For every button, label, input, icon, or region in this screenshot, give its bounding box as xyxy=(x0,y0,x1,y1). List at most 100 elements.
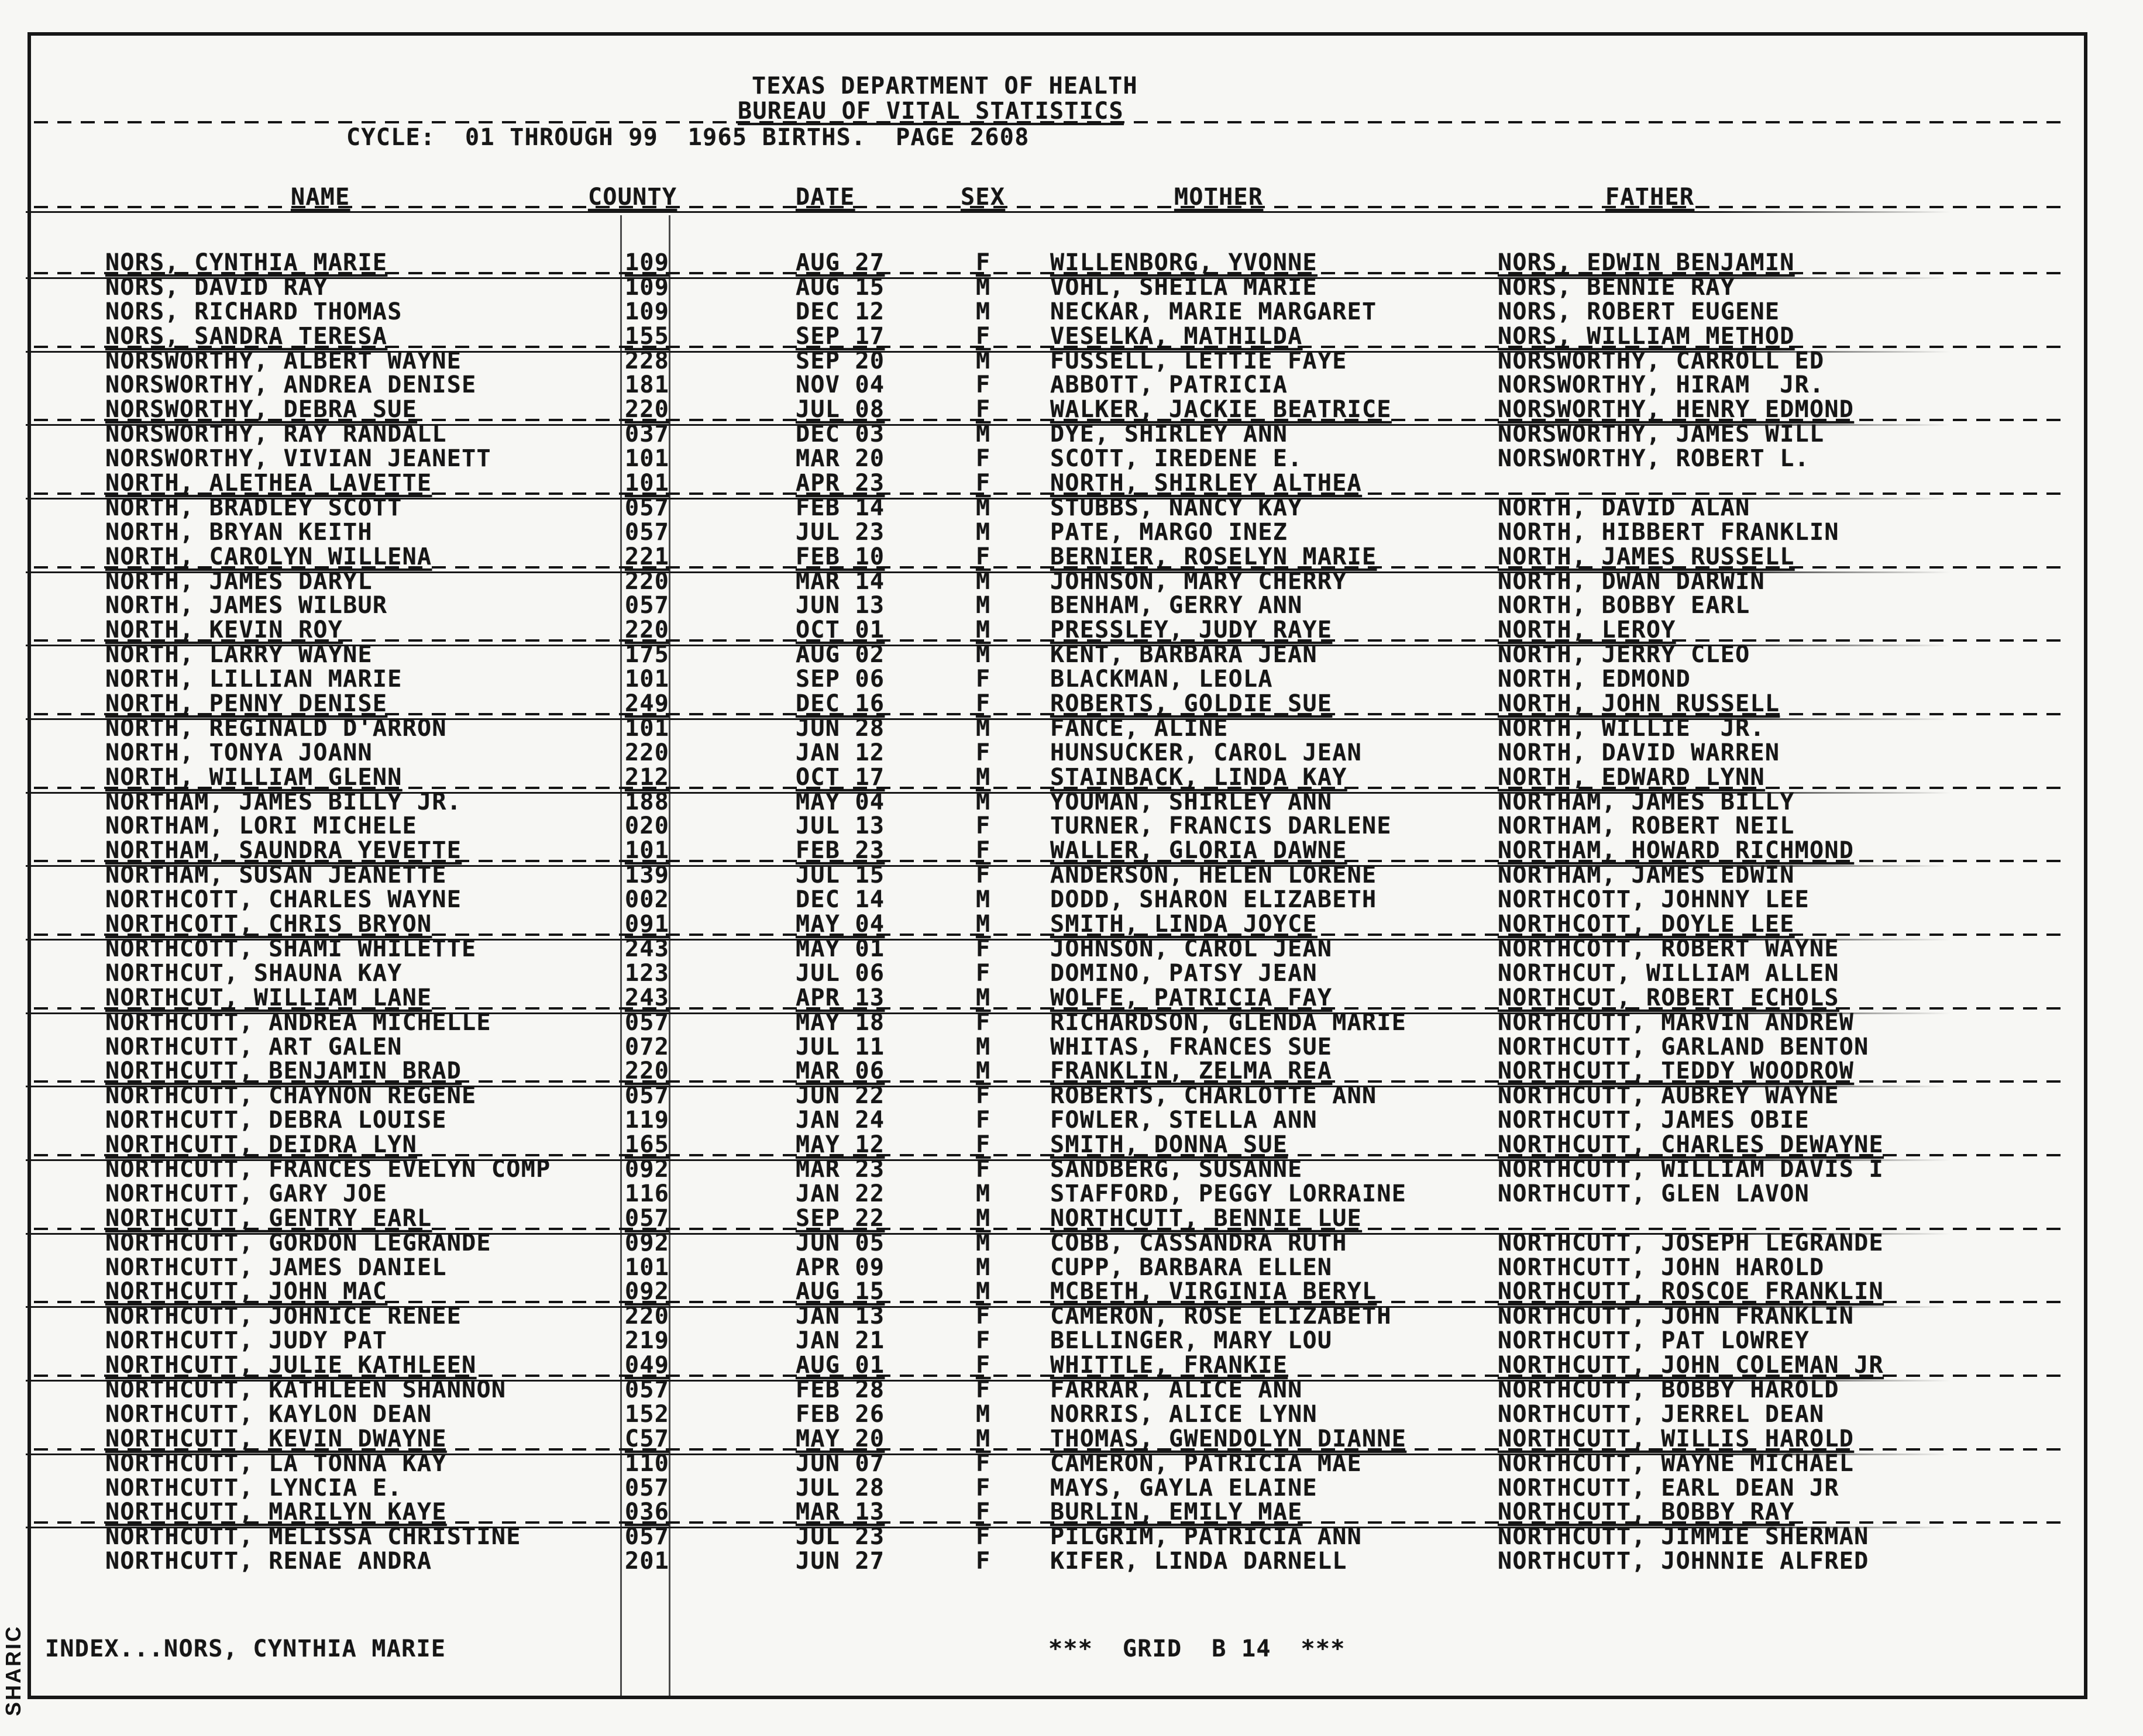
cell-mother: WALKER, JACKIE BEATRICE xyxy=(1050,396,1392,423)
table-row: NORTHCUTT, MELISSA CHRISTINE 057 JUL 23 … xyxy=(0,1524,2143,1549)
table-row: NORS, DAVID RAY 109 AUG 15 M VOHL, SHEIL… xyxy=(0,275,2143,299)
scan-rule-columns xyxy=(26,211,1951,213)
column-header-county: COUNTY xyxy=(588,184,677,211)
cell-mother: NORTHCUTT, BENNIE LUE xyxy=(1050,1204,1363,1232)
cell-father: NORTHCUTT, MARVIN ANDREW xyxy=(1498,1008,1855,1036)
cell-county: 101 xyxy=(625,666,670,693)
cell-name: NORTHCUTT, KATHLEEN SHANNON xyxy=(105,1376,507,1403)
cell-name: NORSWORTHY, RAY RANDALL xyxy=(105,421,447,448)
cell-county: 109 xyxy=(625,249,670,276)
cell-mother: BURLIN, EMILY MAE xyxy=(1050,1499,1303,1526)
cell-father: NORTHCUTT, JOHN COLEMAN JR xyxy=(1498,1352,1884,1379)
cell-date: JUN 05 xyxy=(796,1229,885,1256)
cell-name: NORTH, ALETHEA LAVETTE xyxy=(105,470,432,497)
table-row: NORTHCUTT, JOHNICE RENEE 220 JAN 13 F CA… xyxy=(0,1304,2143,1328)
cell-mother: NORRIS, ALICE LYNN xyxy=(1050,1400,1318,1428)
cell-name: NORTHCUTT, RENAE ANDRA xyxy=(105,1548,432,1575)
cell-date: APR 13 xyxy=(796,984,885,1011)
cell-sex: M xyxy=(976,421,991,448)
cell-date: MAY 01 xyxy=(796,935,885,962)
cell-sex: F xyxy=(976,543,991,570)
cell-date: FEB 23 xyxy=(796,837,885,864)
county-column-rule-right xyxy=(669,215,670,1697)
cell-father: NORTHAM, ROBERT NEIL xyxy=(1498,812,1795,840)
cell-mother: NECKAR, MARIE MARGARET xyxy=(1050,298,1377,325)
cell-date: AUG 02 xyxy=(796,641,885,669)
table-row: NORTHCUTT, ANDREA MICHELLE 057 MAY 18 F … xyxy=(0,1010,2143,1035)
cell-name: NORTHCUTT, JULIE KATHLEEN xyxy=(105,1352,477,1379)
table-row: NORS, CYNTHIA MARIE 109 AUG 27 F WILLENB… xyxy=(0,249,2143,279)
column-header-father: FATHER xyxy=(1605,184,1695,211)
cell-sex: M xyxy=(976,518,991,546)
cell-sex: M xyxy=(976,788,991,815)
cell-sex: M xyxy=(976,1400,991,1428)
cell-father: NORTHCUT, ROBERT ECHOLS xyxy=(1498,984,1839,1011)
cell-mother: ROBERTS, GOLDIE SUE xyxy=(1050,690,1333,718)
cell-name: NORTH, LILLIAN MARIE xyxy=(105,666,403,693)
cell-county: 020 xyxy=(625,812,670,840)
table-row: NORTH, JAMES WILBUR 057 JUN 13 M BENHAM,… xyxy=(0,593,2143,618)
cell-sex: M xyxy=(976,494,991,521)
cell-name: NORS, SANDRA TERESA xyxy=(105,322,388,350)
cell-county: 220 xyxy=(625,1058,670,1085)
cell-county: 057 xyxy=(625,592,670,619)
ruled-line-columns xyxy=(34,206,2062,208)
cell-sex: F xyxy=(976,1303,991,1330)
cell-date: MAR 14 xyxy=(796,567,885,595)
cell-county: 119 xyxy=(625,1107,670,1134)
cell-father: NORTH, EDMOND xyxy=(1498,666,1691,693)
cell-sex: F xyxy=(976,837,991,864)
cell-mother: PATE, MARGO INEZ xyxy=(1050,518,1288,546)
cell-county: 057 xyxy=(625,1474,670,1501)
cell-county: 092 xyxy=(625,1278,670,1306)
cell-sex: F xyxy=(976,862,991,889)
cell-sex: M xyxy=(976,1204,991,1232)
cell-county: 037 xyxy=(625,421,670,448)
cell-sex: M xyxy=(976,1033,991,1060)
cell-mother: MCBETH, VIRGINIA BERYL xyxy=(1050,1278,1377,1306)
cell-county: 228 xyxy=(625,347,670,374)
cell-county: 220 xyxy=(625,567,670,595)
cell-name: NORTHAM, LORI MICHELE xyxy=(105,812,418,840)
cell-name: NORTHCUTT, DEBRA LOUISE xyxy=(105,1107,447,1134)
cell-mother: BENHAM, GERRY ANN xyxy=(1050,592,1303,619)
cell-sex: F xyxy=(976,1107,991,1134)
cell-mother: KIFER, LINDA DARNELL xyxy=(1050,1548,1347,1575)
table-row: NORTHCUTT, DEIDRA LYN 165 MAY 12 F SMITH… xyxy=(0,1132,2143,1161)
cell-date: SEP 20 xyxy=(796,347,885,374)
cell-father: NORTHCUTT, GARLAND BENTON xyxy=(1498,1033,1869,1060)
cell-name: NORTH, BRADLEY SCOTT xyxy=(105,494,403,521)
cell-name: NORTHAM, JAMES BILLY JR. xyxy=(105,788,462,815)
table-row: NORTHCUTT, MARILYN KAYE 036 MAR 13 F BUR… xyxy=(0,1499,2143,1529)
cell-county: 181 xyxy=(625,371,670,399)
cell-county: 057 xyxy=(625,1523,670,1551)
table-row: NORTHCUTT, JUDY PAT 219 JAN 21 F BELLING… xyxy=(0,1328,2143,1353)
table-row: NORTH, LARRY WAYNE 175 AUG 02 M KENT, BA… xyxy=(0,642,2143,667)
cell-name: NORTH, KEVIN ROY xyxy=(105,616,343,644)
cell-county: 249 xyxy=(625,690,670,718)
cell-date: OCT 17 xyxy=(796,763,885,791)
cell-father: NORTHCOTT, DOYLE LEE xyxy=(1498,911,1795,938)
cell-date: DEC 03 xyxy=(796,421,885,448)
cell-father: NORSWORTHY, CARROLL ED xyxy=(1498,347,1825,374)
cell-sex: F xyxy=(976,1327,991,1355)
cell-sex: M xyxy=(976,592,991,619)
cell-date: MAY 04 xyxy=(796,788,885,815)
cell-date: DEC 14 xyxy=(796,886,885,914)
table-row: NORTHCUTT, JULIE KATHLEEN 049 AUG 01 F W… xyxy=(0,1352,2143,1382)
cell-date: SEP 17 xyxy=(796,322,885,350)
cell-father: NORTHCUTT, GLEN LAVON xyxy=(1498,1180,1810,1207)
cell-date: SEP 22 xyxy=(796,1204,885,1232)
cell-mother: THOMAS, GWENDOLYN DIANNE xyxy=(1050,1425,1407,1452)
cell-mother: CAMERON, PATRICIA MAE xyxy=(1050,1449,1363,1477)
cell-father: NORTH, DAVID ALAN xyxy=(1498,494,1750,521)
cell-date: JUL 06 xyxy=(796,959,885,987)
cell-date: MAR 13 xyxy=(796,1499,885,1526)
table-row: NORTH, JAMES DARYL 220 MAR 14 M JOHNSON,… xyxy=(0,569,2143,594)
cell-sex: M xyxy=(976,567,991,595)
cell-date: MAR 06 xyxy=(796,1058,885,1085)
cell-mother: TURNER, FRANCIS DARLENE xyxy=(1050,812,1392,840)
cell-county: C57 xyxy=(625,1425,670,1452)
cell-sex: M xyxy=(976,763,991,791)
cell-father: NORTH, EDWARD LYNN xyxy=(1498,763,1765,791)
